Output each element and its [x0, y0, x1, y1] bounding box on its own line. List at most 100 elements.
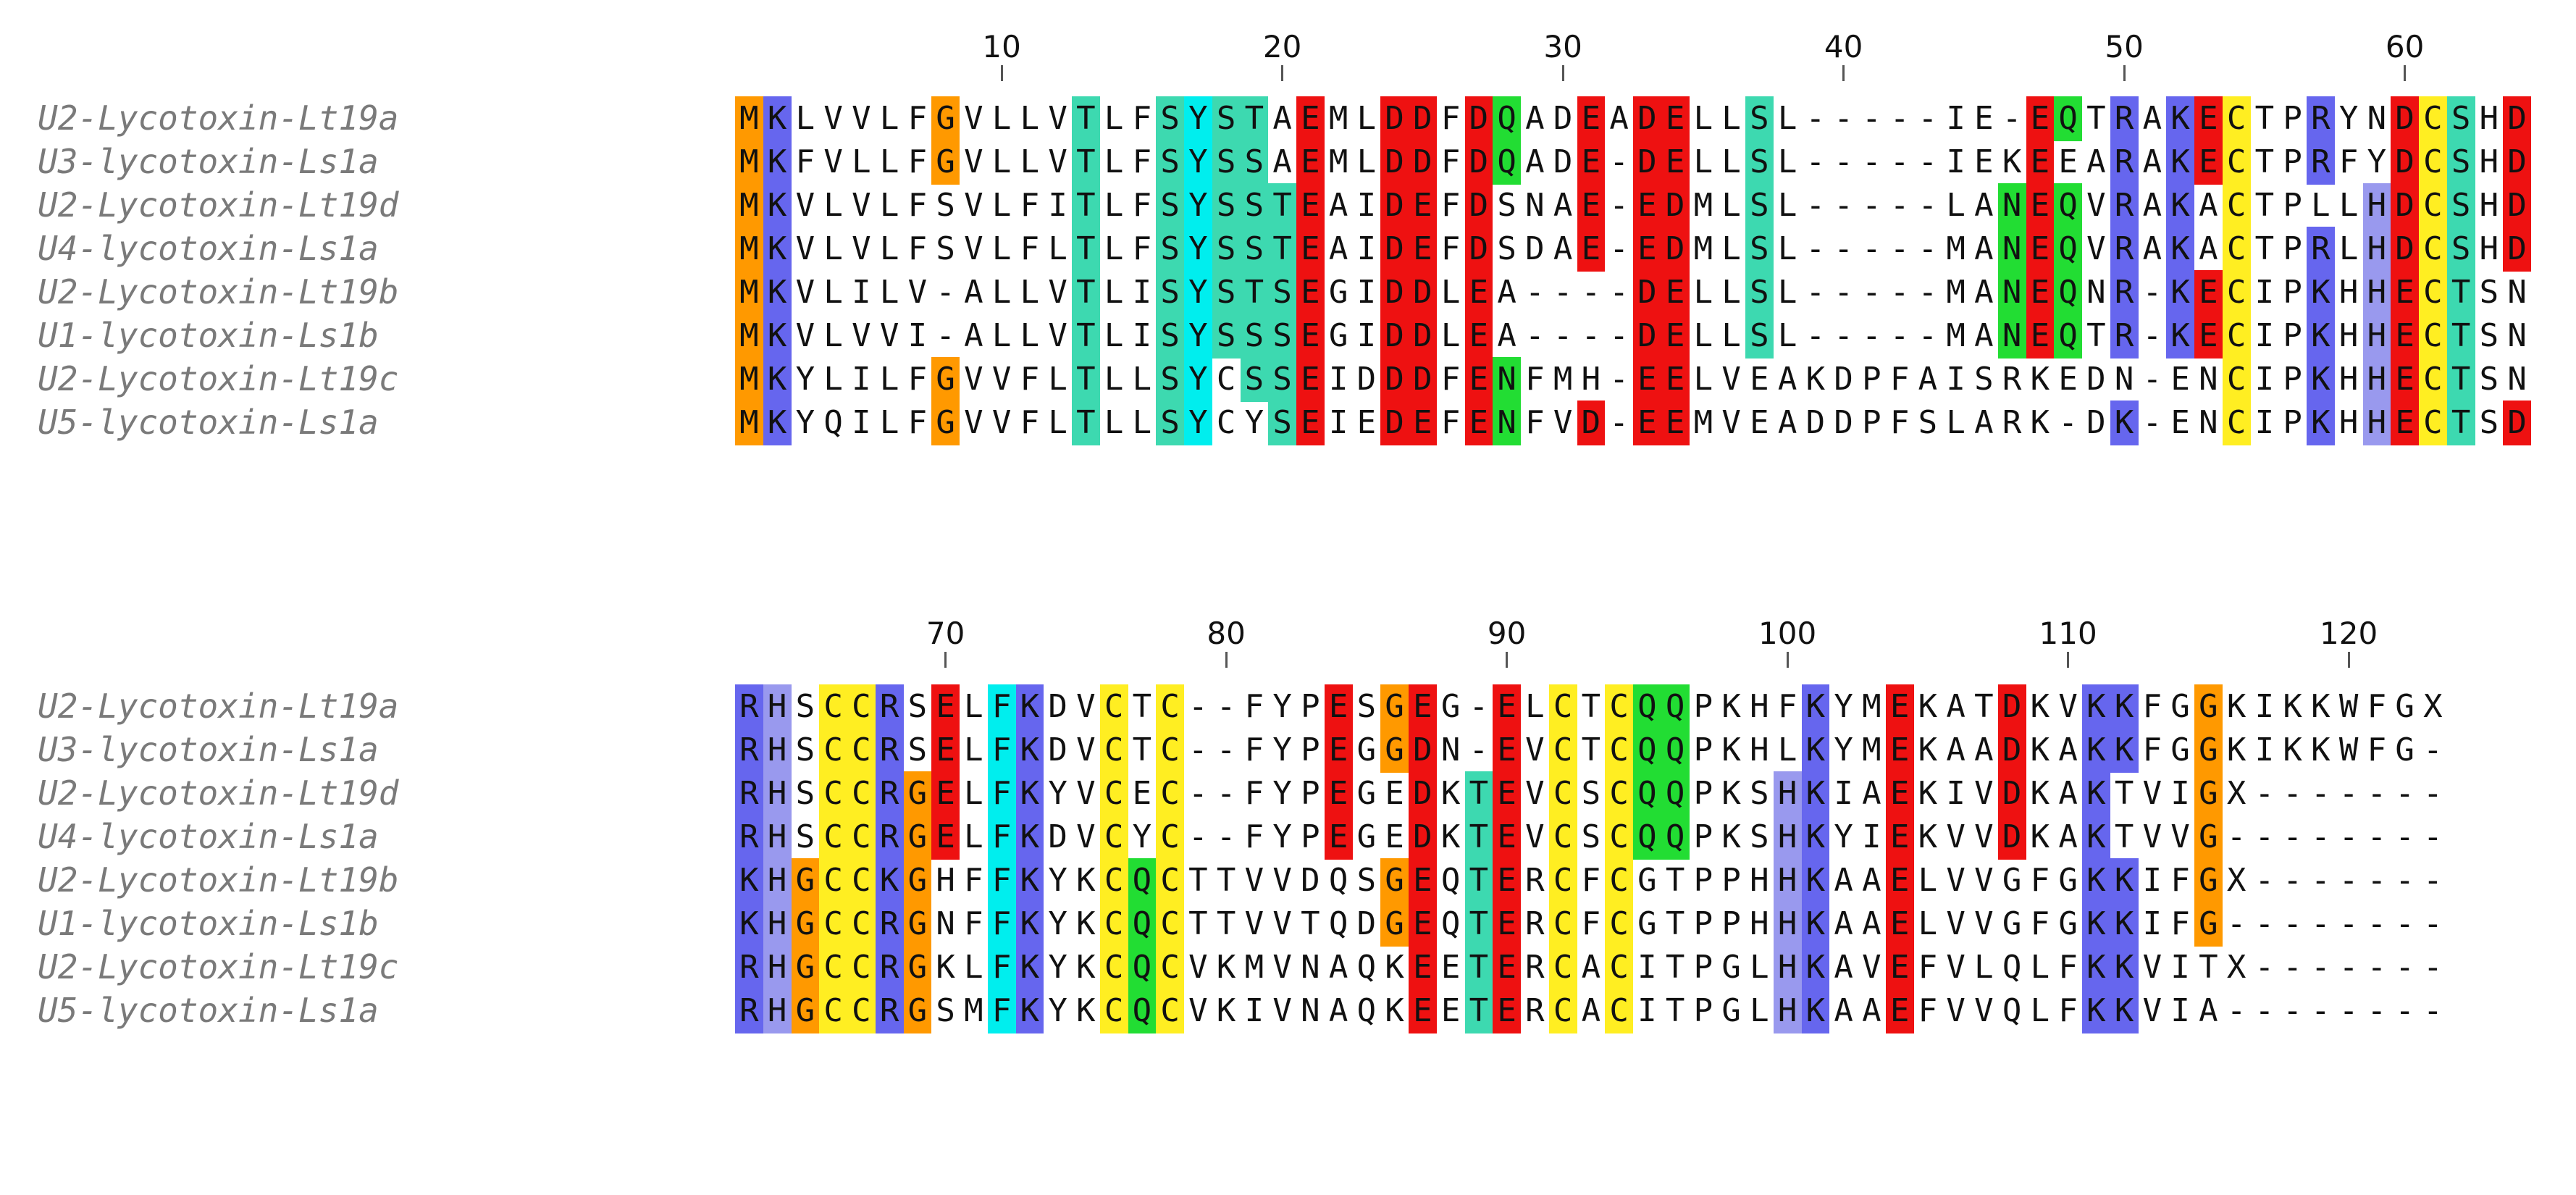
residue: - — [1805, 143, 1826, 180]
residue: X — [2226, 862, 2246, 899]
residue: - — [2254, 949, 2275, 986]
residue: K — [2283, 688, 2302, 725]
residue: - — [1862, 187, 1881, 224]
residue: S — [795, 688, 815, 725]
residue: Y — [1184, 314, 1212, 358]
residue: V — [1974, 992, 1994, 1029]
residue: - — [1553, 317, 1573, 354]
residue: K — [2166, 96, 2194, 141]
residue: P — [1693, 775, 1713, 812]
residue: - — [2395, 905, 2415, 942]
residue: L — [1132, 404, 1152, 441]
residue: S — [1156, 314, 1184, 358]
residue: C — [2419, 96, 2447, 141]
residue: V — [1272, 862, 1292, 899]
residue: G — [2170, 731, 2190, 768]
residue: P — [1301, 688, 1320, 725]
residue: K — [1076, 949, 1096, 986]
residue: D — [1380, 401, 1409, 445]
residue: Q — [1633, 771, 1661, 816]
residue: L — [1020, 317, 1040, 354]
residue: V — [1272, 992, 1292, 1029]
residue: Q — [1661, 684, 1690, 729]
residue: - — [1609, 274, 1629, 311]
residue: S — [1156, 401, 1184, 445]
residue: H — [1773, 858, 1802, 903]
residue: - — [1918, 187, 1938, 224]
residue: K — [1721, 775, 1741, 812]
residue: - — [2367, 775, 2387, 812]
residue: V — [823, 143, 843, 180]
residue: K — [2082, 989, 2110, 1033]
residue: V — [1862, 949, 1881, 986]
residue: C — [819, 902, 847, 947]
residue: R — [1525, 862, 1545, 899]
residue: L — [1693, 274, 1713, 311]
residue: - — [1469, 731, 1489, 768]
residue: F — [1581, 905, 1601, 942]
residue: H — [763, 902, 792, 947]
residue: A — [1918, 361, 1938, 398]
residue: A — [1525, 100, 1545, 137]
residue: K — [1801, 902, 1830, 947]
residue: A — [1946, 688, 1965, 725]
residue: C — [1156, 858, 1184, 903]
residue: S — [907, 688, 928, 725]
residue: K — [2030, 775, 2050, 812]
residue: T — [1132, 731, 1152, 768]
residue: L — [1750, 992, 1769, 1029]
residue: C — [847, 771, 876, 816]
residue: T — [1072, 96, 1100, 141]
residue: L — [2338, 187, 2359, 224]
residue: G — [1440, 688, 1461, 725]
residue: K — [1918, 688, 1938, 725]
residue: E — [1296, 314, 1325, 358]
residue: - — [1889, 187, 1910, 224]
residue: C — [1605, 771, 1633, 816]
residue: K — [1216, 992, 1236, 1029]
residue: E — [1409, 902, 1437, 947]
residue: V — [1076, 818, 1096, 855]
residue: T — [1464, 815, 1493, 860]
residue: S — [1750, 818, 1769, 855]
residue: M — [1244, 949, 1264, 986]
residue: S — [2479, 404, 2499, 441]
residue: L — [2030, 992, 2050, 1029]
residue: E — [1440, 949, 1461, 986]
residue: E — [2026, 140, 2055, 185]
residue: - — [1918, 143, 1938, 180]
residue: E — [1296, 357, 1325, 402]
residue: F — [1440, 143, 1461, 180]
residue: C — [2419, 183, 2447, 228]
residue: H — [763, 771, 792, 816]
residue: E — [1409, 945, 1437, 990]
residue: A — [1497, 317, 1516, 354]
residue: S — [1212, 140, 1241, 185]
residue: C — [2419, 227, 2447, 272]
residue: K — [2311, 688, 2330, 725]
residue: Q — [1493, 96, 1521, 141]
residue: G — [931, 401, 960, 445]
residue: V — [2142, 775, 2162, 812]
residue: L — [1721, 274, 1741, 311]
residue: T — [1072, 401, 1100, 445]
residue: S — [1240, 357, 1269, 402]
residue: C — [847, 815, 876, 860]
residue: N — [2086, 274, 2106, 311]
residue: S — [1356, 688, 1377, 725]
residue: T — [1665, 905, 1685, 942]
residue: Y — [1834, 688, 1853, 725]
residue: - — [2311, 862, 2330, 899]
residue: - — [2283, 905, 2302, 942]
residue: D — [2503, 140, 2531, 185]
residue: V — [1525, 818, 1545, 855]
residue: A — [1272, 143, 1292, 180]
residue: S — [907, 731, 928, 768]
residue: - — [1834, 230, 1853, 267]
residue: G — [2194, 771, 2223, 816]
residue: V — [964, 404, 983, 441]
residue: - — [936, 317, 955, 354]
residue: N — [1525, 187, 1545, 224]
residue: N — [1997, 227, 2026, 272]
